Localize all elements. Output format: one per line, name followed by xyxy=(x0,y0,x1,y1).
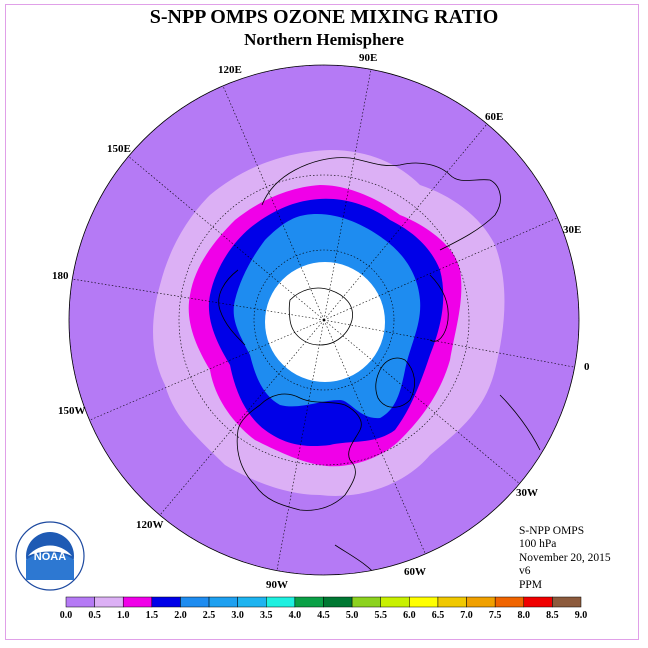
lon-label-90W: 90W xyxy=(266,579,288,591)
meridian-30E xyxy=(323,217,558,321)
coastline-africa xyxy=(499,394,541,451)
colorbar-tick-label: 8.0 xyxy=(518,610,531,621)
meridian-120E xyxy=(222,85,325,321)
colorbar-tick-label: 0.0 xyxy=(60,610,73,621)
lon-label-0: 0 xyxy=(584,361,590,373)
lon-label-60E: 60E xyxy=(485,111,503,123)
colorbar-swatch xyxy=(208,596,238,608)
colorbar-tick-label: 4.0 xyxy=(289,610,302,621)
lon-label-30W: 30W xyxy=(516,487,538,499)
colorbar-tick-label: 6.0 xyxy=(403,610,416,621)
lon-label-120W: 120W xyxy=(136,519,164,531)
page-title: S-NPP OMPS OZONE MIXING RATIO xyxy=(149,6,499,28)
colorbar-swatch xyxy=(237,596,267,608)
colorbar-swatch xyxy=(266,596,296,608)
page-subtitle: Northern Hemisphere xyxy=(244,30,404,49)
colorbar-swatch xyxy=(94,596,124,608)
lon-label-180: 180 xyxy=(52,270,69,282)
info-units: PPM xyxy=(519,578,543,591)
colorbar-tick-label: 7.0 xyxy=(460,610,473,621)
graticule xyxy=(69,65,579,575)
product-info: S-NPP OMPS 100 hPa November 20, 2015 v6 … xyxy=(519,525,611,592)
no-data-cap xyxy=(265,262,385,382)
colorbar-tick-label: 4.5 xyxy=(317,610,330,621)
colorbar-swatch xyxy=(122,596,153,608)
meridian-60E xyxy=(323,123,488,321)
info-level: 100 hPa xyxy=(519,538,557,551)
colorbar-swatch xyxy=(351,596,381,608)
colorbar-tick-label: 7.5 xyxy=(489,610,502,621)
coastline-eurasia xyxy=(261,157,501,251)
colorbar-swatch xyxy=(65,596,95,608)
colorbar-swatch xyxy=(409,596,439,608)
noaa-logo-text: NOAA xyxy=(34,551,66,563)
colorbar-tick-label: 3.0 xyxy=(231,610,244,621)
meridian-60W xyxy=(323,319,426,554)
meridian-90E xyxy=(323,68,372,321)
colorbar-swatch xyxy=(380,596,410,608)
colorbar-swatch xyxy=(294,596,324,608)
meridian-180 xyxy=(71,278,325,321)
colorbar-swatch xyxy=(494,596,525,608)
meridian-150E xyxy=(127,155,325,321)
lon-label-150W: 150W xyxy=(58,405,86,417)
colorbar-tick-label: 8.5 xyxy=(546,610,559,621)
colorbar-tick-label: 5.0 xyxy=(346,610,359,621)
coastline-arctic-islands xyxy=(288,287,353,346)
meridian-120W xyxy=(159,319,325,516)
coastline-alaska xyxy=(218,269,246,346)
meridian-0 xyxy=(323,319,579,369)
longitude-labels: 120E 90E 60E 30E 0 30W 60W 90W 120W 150W… xyxy=(52,52,590,591)
colorbar-tick-label: 6.5 xyxy=(432,610,445,621)
coastline-north-america xyxy=(236,393,362,511)
colorbar-tick-label: 9.0 xyxy=(575,610,588,621)
colorbar-swatch xyxy=(151,596,181,608)
colorbar-tick-label: 5.5 xyxy=(374,610,387,621)
lon-label-150E: 150E xyxy=(107,143,131,155)
meridian-150W xyxy=(89,319,325,421)
colorbar-swatch xyxy=(466,596,496,608)
coastline-greenland xyxy=(375,357,415,408)
figure-frame xyxy=(5,4,639,640)
latitude-circle-60 xyxy=(253,249,395,391)
meridian-30W xyxy=(323,319,521,485)
coastline-scandinavia xyxy=(429,274,449,342)
colorbar-swatch xyxy=(552,596,582,608)
colorbar-swatch xyxy=(180,596,210,608)
noaa-logo: NOAA xyxy=(15,521,85,591)
colorbar-tick-label: 1.5 xyxy=(146,610,159,621)
colorbar-tick-label: 1.0 xyxy=(117,610,130,621)
info-version: v6 xyxy=(519,565,531,578)
colorbar-tick-label: 2.0 xyxy=(174,610,187,621)
colorbar-swatch xyxy=(437,596,467,608)
lon-label-60W: 60W xyxy=(404,566,426,578)
meridian-90W xyxy=(276,319,325,571)
info-instrument: S-NPP OMPS xyxy=(519,525,585,537)
lon-label-90E: 90E xyxy=(359,52,377,64)
colorbar-tick-label: 3.5 xyxy=(260,610,273,621)
colorbar-swatch xyxy=(323,596,353,608)
info-date: November 20, 2015 xyxy=(519,551,611,564)
lon-label-120E: 120E xyxy=(218,64,242,76)
colorbar-swatch xyxy=(523,596,553,608)
colorbar: 0.0 0.5 1.0 1.5 2.0 2.5 3.0 3.5 4.0 4.5 5.0 5.5 6.0 6… xyxy=(60,596,588,621)
colorbar-tick-label: 0.5 xyxy=(88,610,101,621)
colorbar-tick-label: 2.5 xyxy=(203,610,216,621)
coastline-south-america xyxy=(334,544,381,575)
lon-label-30E: 30E xyxy=(563,224,581,236)
coastlines xyxy=(218,157,541,575)
latitude-circle-30 xyxy=(178,174,470,466)
